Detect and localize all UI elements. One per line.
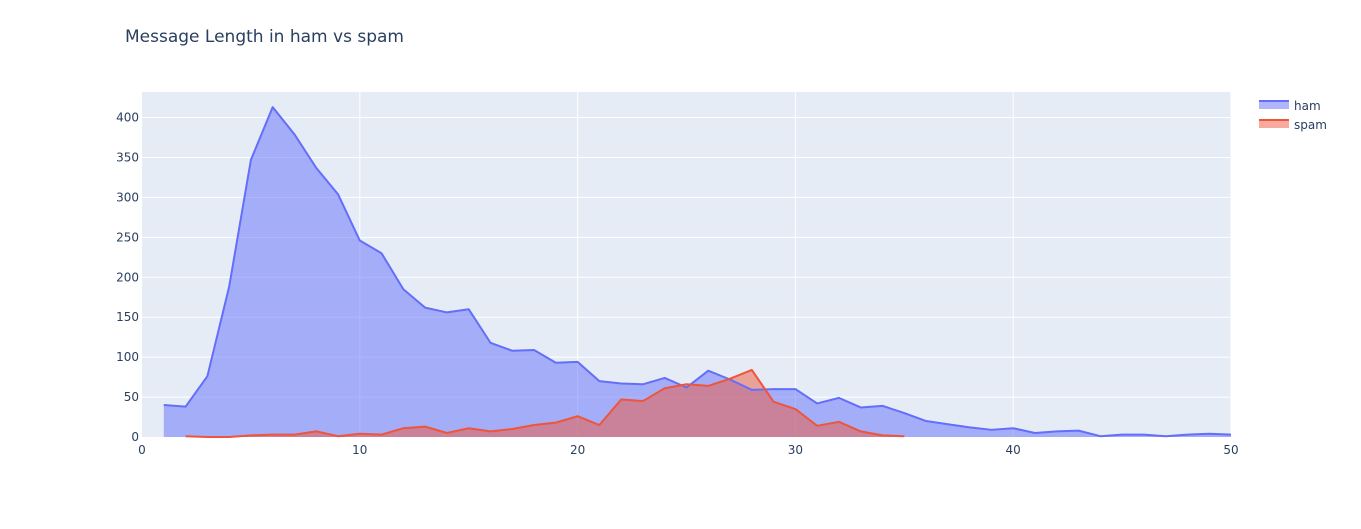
y-tick-label: 200 (116, 270, 139, 284)
series-layer (163, 106, 1232, 438)
y-tick-label: 150 (116, 310, 139, 324)
series-area-spam (185, 369, 905, 437)
chart-title: Message Length in ham vs spam (125, 27, 404, 47)
y-tick-label: 50 (124, 390, 139, 404)
legend[interactable]: ham spam (1259, 99, 1327, 132)
y-tick-label: 400 (116, 111, 139, 125)
y-tick-label: 250 (116, 230, 139, 244)
x-tick-label: 10 (352, 443, 367, 457)
legend-item-spam[interactable]: spam (1259, 118, 1327, 132)
y-tick-label: 300 (116, 190, 139, 204)
x-tick-label: 20 (570, 443, 585, 457)
legend-swatch-fill (1259, 101, 1289, 109)
axis-tick-labels: 0 10 20 30 40 50 0 50 100 150 200 250 300 350 400 (116, 111, 1239, 457)
x-tick-label: 50 (1223, 443, 1238, 457)
legend-item-ham[interactable]: ham (1259, 99, 1321, 113)
x-tick-label: 0 (138, 443, 146, 457)
series-line-spam (185, 368, 905, 438)
x-tick-label: 40 (1006, 443, 1021, 457)
y-tick-label: 350 (116, 150, 139, 164)
series-area-ham (163, 107, 1231, 437)
legend-label: ham (1294, 99, 1321, 113)
legend-label: spam (1294, 118, 1327, 132)
y-tick-label: 100 (116, 350, 139, 364)
y-tick-label: 0 (131, 430, 139, 444)
series-line-ham (163, 106, 1232, 438)
legend-swatch-fill (1259, 120, 1289, 128)
x-tick-label: 30 (788, 443, 803, 457)
